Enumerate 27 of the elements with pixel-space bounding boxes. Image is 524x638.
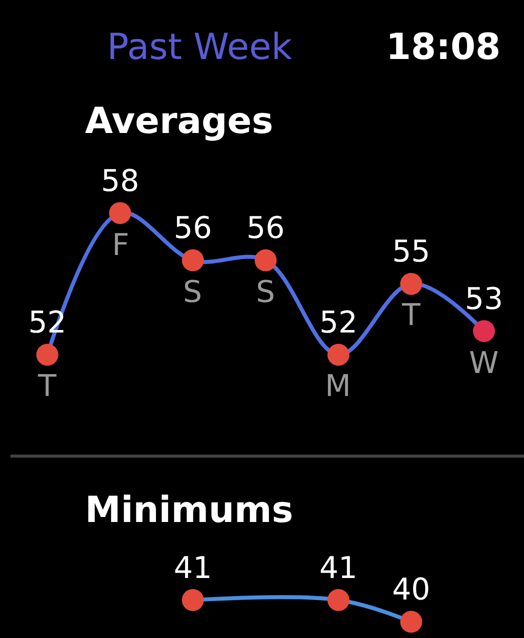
data-label: 41 xyxy=(174,550,212,586)
data-label: 41 xyxy=(319,550,358,586)
x-tick-label: S xyxy=(183,275,202,310)
x-tick-label: T xyxy=(37,369,57,404)
point xyxy=(400,272,422,295)
text: Past Week xyxy=(107,27,292,68)
x-tick-label: F xyxy=(112,228,130,263)
x-tick-label: W xyxy=(469,346,499,381)
x-tick-label: S xyxy=(256,275,276,310)
chart-title: Averages xyxy=(85,101,274,142)
point xyxy=(254,249,277,272)
data-label: 40 xyxy=(392,572,430,608)
data-label: 56 xyxy=(246,211,285,246)
point xyxy=(109,202,132,224)
x-tick-label: T xyxy=(401,298,421,333)
x-tick-label: M xyxy=(325,369,351,404)
data-label: 53 xyxy=(464,282,504,317)
point xyxy=(327,344,350,366)
point xyxy=(472,320,495,342)
data-label: 56 xyxy=(174,211,212,246)
point xyxy=(182,249,204,272)
point xyxy=(36,344,58,366)
data-label: 58 xyxy=(100,164,140,199)
text: 18:08 xyxy=(386,27,501,68)
data-label: 52 xyxy=(319,305,358,340)
chart-title: Minimums xyxy=(85,490,294,531)
data-label: 55 xyxy=(392,234,430,270)
